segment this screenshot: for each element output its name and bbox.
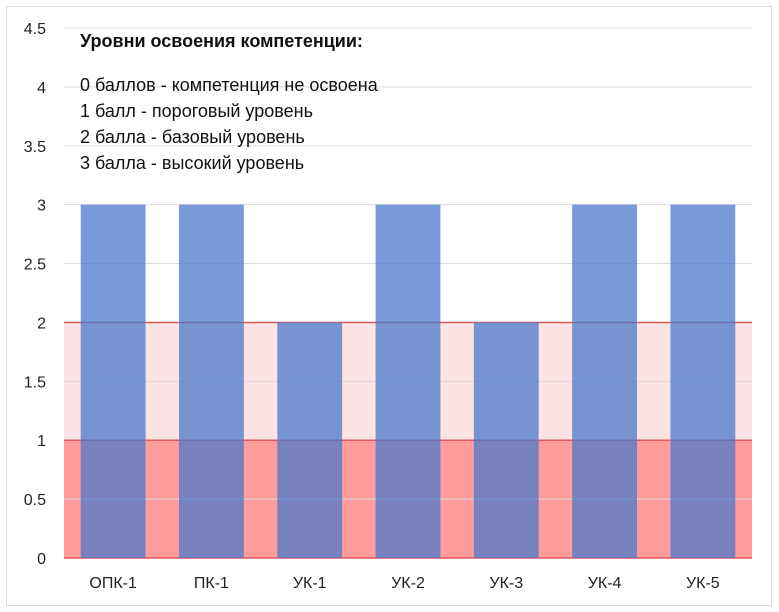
bar-ПК-1 <box>178 204 244 558</box>
y-tick-label-5: 2.5 <box>24 257 46 274</box>
y-tick-label-7: 3.5 <box>24 139 46 156</box>
y-tick-label-6: 3 <box>37 198 46 215</box>
y-axis-ticks: 0 0.5 1 1.5 2 2.5 3 3.5 4 4.5 <box>24 21 46 568</box>
x-axis-labels: ОПК-1 ПК-1 УК-1 УК-2 УК-3 УК-4 УК-5 <box>89 575 719 592</box>
legend-title: Уровни освоения компетенции: <box>80 31 363 51</box>
y-tick-label-2: 1 <box>37 433 46 450</box>
y-tick-label-0: 0 <box>37 551 46 568</box>
legend-line-1: 1 балл - пороговый уровень <box>80 101 313 121</box>
legend-line-2: 2 балла - базовый уровень <box>80 127 305 147</box>
y-tick-label-4: 2 <box>37 315 46 332</box>
x-tick-label-4: УК-3 <box>489 575 523 592</box>
y-tick-label-8: 4 <box>37 80 46 97</box>
bar-УК-2 <box>375 204 441 558</box>
y-tick-label-1: 0.5 <box>24 492 46 509</box>
x-tick-label-3: УК-2 <box>391 575 425 592</box>
x-tick-label-1: ПК-1 <box>194 575 229 592</box>
bar-ОПК-1 <box>80 204 146 558</box>
bar-УК-5 <box>670 204 736 558</box>
bar-УК-4 <box>572 204 638 558</box>
y-tick-label-9: 4.5 <box>24 21 46 38</box>
x-tick-label-0: ОПК-1 <box>89 575 137 592</box>
legend-textbox: Уровни освоения компетенции: 0 баллов - … <box>80 30 500 176</box>
legend-line-3: 3 балла - высокий уровень <box>80 153 305 173</box>
bars <box>80 204 736 558</box>
x-tick-label-6: УК-5 <box>686 575 720 592</box>
x-tick-label-2: УК-1 <box>293 575 327 592</box>
y-tick-label-3: 1.5 <box>24 374 46 391</box>
legend-line-0: 0 баллов - компетенция не освоена <box>80 75 378 95</box>
bar-УК-3 <box>473 322 539 558</box>
bar-УК-1 <box>277 322 343 558</box>
x-tick-label-5: УК-4 <box>588 575 622 592</box>
